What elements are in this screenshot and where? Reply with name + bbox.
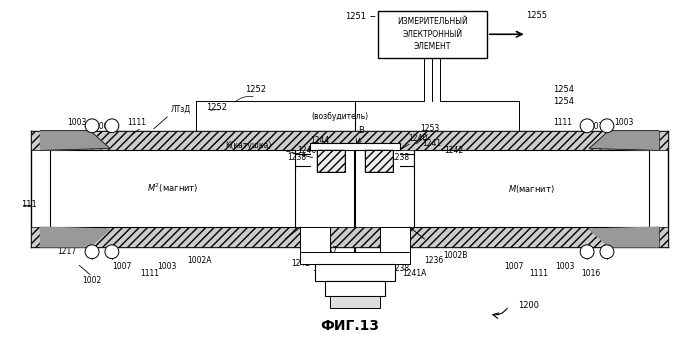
- Text: К(катушка): К(катушка): [226, 141, 272, 150]
- Text: 111: 111: [21, 200, 36, 209]
- Circle shape: [85, 245, 99, 259]
- Text: ИЗМЕРИТЕЛЬНЫЙ
ЭЛЕКТРОННЫЙ
ЭЛЕМЕНТ: ИЗМЕРИТЕЛЬНЫЙ ЭЛЕКТРОННЫЙ ЭЛЕМЕНТ: [397, 17, 468, 51]
- Bar: [310, 143, 400, 150]
- Text: 1238: 1238: [312, 264, 332, 273]
- Polygon shape: [589, 131, 658, 150]
- Bar: [649, 227, 658, 247]
- Text: 1007: 1007: [504, 262, 524, 271]
- Text: В: В: [358, 126, 364, 135]
- Text: 1253: 1253: [419, 124, 439, 133]
- Text: 1111: 1111: [127, 118, 146, 127]
- Text: 1240A: 1240A: [351, 276, 375, 285]
- Bar: [365, 150, 393, 172]
- Circle shape: [105, 119, 119, 133]
- Bar: [365, 150, 393, 172]
- Bar: [330, 296, 380, 308]
- Text: 1239: 1239: [346, 252, 366, 261]
- Text: 1111: 1111: [553, 118, 572, 127]
- Text: 1003: 1003: [157, 262, 176, 271]
- Text: 1241A: 1241A: [403, 269, 426, 278]
- Text: 1003: 1003: [556, 262, 575, 271]
- Text: 1252: 1252: [207, 103, 228, 112]
- Text: 1254: 1254: [553, 97, 574, 106]
- Text: 1111: 1111: [140, 269, 159, 278]
- Text: ФИГ.13: ФИГ.13: [321, 318, 380, 333]
- Bar: [315, 263, 395, 281]
- Text: 1238: 1238: [390, 264, 409, 273]
- Text: $M^2$(магнит): $M^2$(магнит): [147, 182, 199, 196]
- Text: 1003: 1003: [68, 118, 87, 127]
- Polygon shape: [41, 131, 110, 150]
- Text: 1238: 1238: [390, 153, 409, 162]
- Text: 1240: 1240: [408, 134, 427, 143]
- Bar: [41, 227, 50, 247]
- Bar: [415, 150, 649, 227]
- Circle shape: [600, 119, 614, 133]
- Text: 1236: 1236: [425, 256, 444, 265]
- Circle shape: [580, 245, 594, 259]
- Text: (возбудитель): (возбудитель): [312, 112, 368, 121]
- Circle shape: [85, 119, 99, 133]
- Text: 1252: 1252: [245, 85, 266, 94]
- Bar: [380, 227, 410, 252]
- Bar: [301, 252, 410, 263]
- Text: 1003: 1003: [614, 118, 633, 127]
- Bar: [301, 227, 330, 252]
- Text: 1254: 1254: [553, 85, 574, 94]
- Text: 1246: 1246: [296, 146, 316, 155]
- Bar: [31, 227, 668, 247]
- Text: 1255: 1255: [526, 11, 547, 20]
- Text: 1251: 1251: [345, 12, 366, 21]
- Text: 1002A: 1002A: [187, 256, 212, 265]
- Text: 1242: 1242: [445, 146, 463, 155]
- Text: 1016: 1016: [582, 269, 600, 278]
- Text: 1007: 1007: [94, 122, 114, 131]
- Text: 1007: 1007: [584, 122, 604, 131]
- Text: 1244: 1244: [310, 136, 330, 145]
- Text: 1111: 1111: [529, 269, 548, 278]
- Text: 1217: 1217: [58, 247, 77, 256]
- Text: 1002B: 1002B: [443, 251, 468, 260]
- Bar: [377, 11, 487, 58]
- Text: 1002: 1002: [82, 276, 101, 285]
- Bar: [50, 150, 296, 227]
- Bar: [317, 150, 345, 172]
- Text: 1238: 1238: [287, 153, 306, 162]
- Circle shape: [580, 119, 594, 133]
- Text: ЛТзД: ЛТзД: [171, 104, 192, 113]
- Bar: [317, 150, 345, 172]
- Text: $M$(магнит): $M$(магнит): [508, 183, 555, 195]
- Circle shape: [105, 245, 119, 259]
- Text: 1200: 1200: [518, 301, 539, 310]
- Polygon shape: [589, 227, 658, 247]
- Text: 1007: 1007: [112, 262, 131, 271]
- Circle shape: [600, 245, 614, 259]
- Polygon shape: [41, 227, 110, 247]
- Bar: [649, 131, 658, 150]
- Text: 1242: 1242: [291, 259, 310, 268]
- Bar: [325, 281, 384, 296]
- Text: 1237: 1237: [319, 246, 338, 255]
- Text: 1241: 1241: [421, 139, 441, 148]
- Bar: [31, 131, 668, 150]
- Bar: [41, 131, 50, 150]
